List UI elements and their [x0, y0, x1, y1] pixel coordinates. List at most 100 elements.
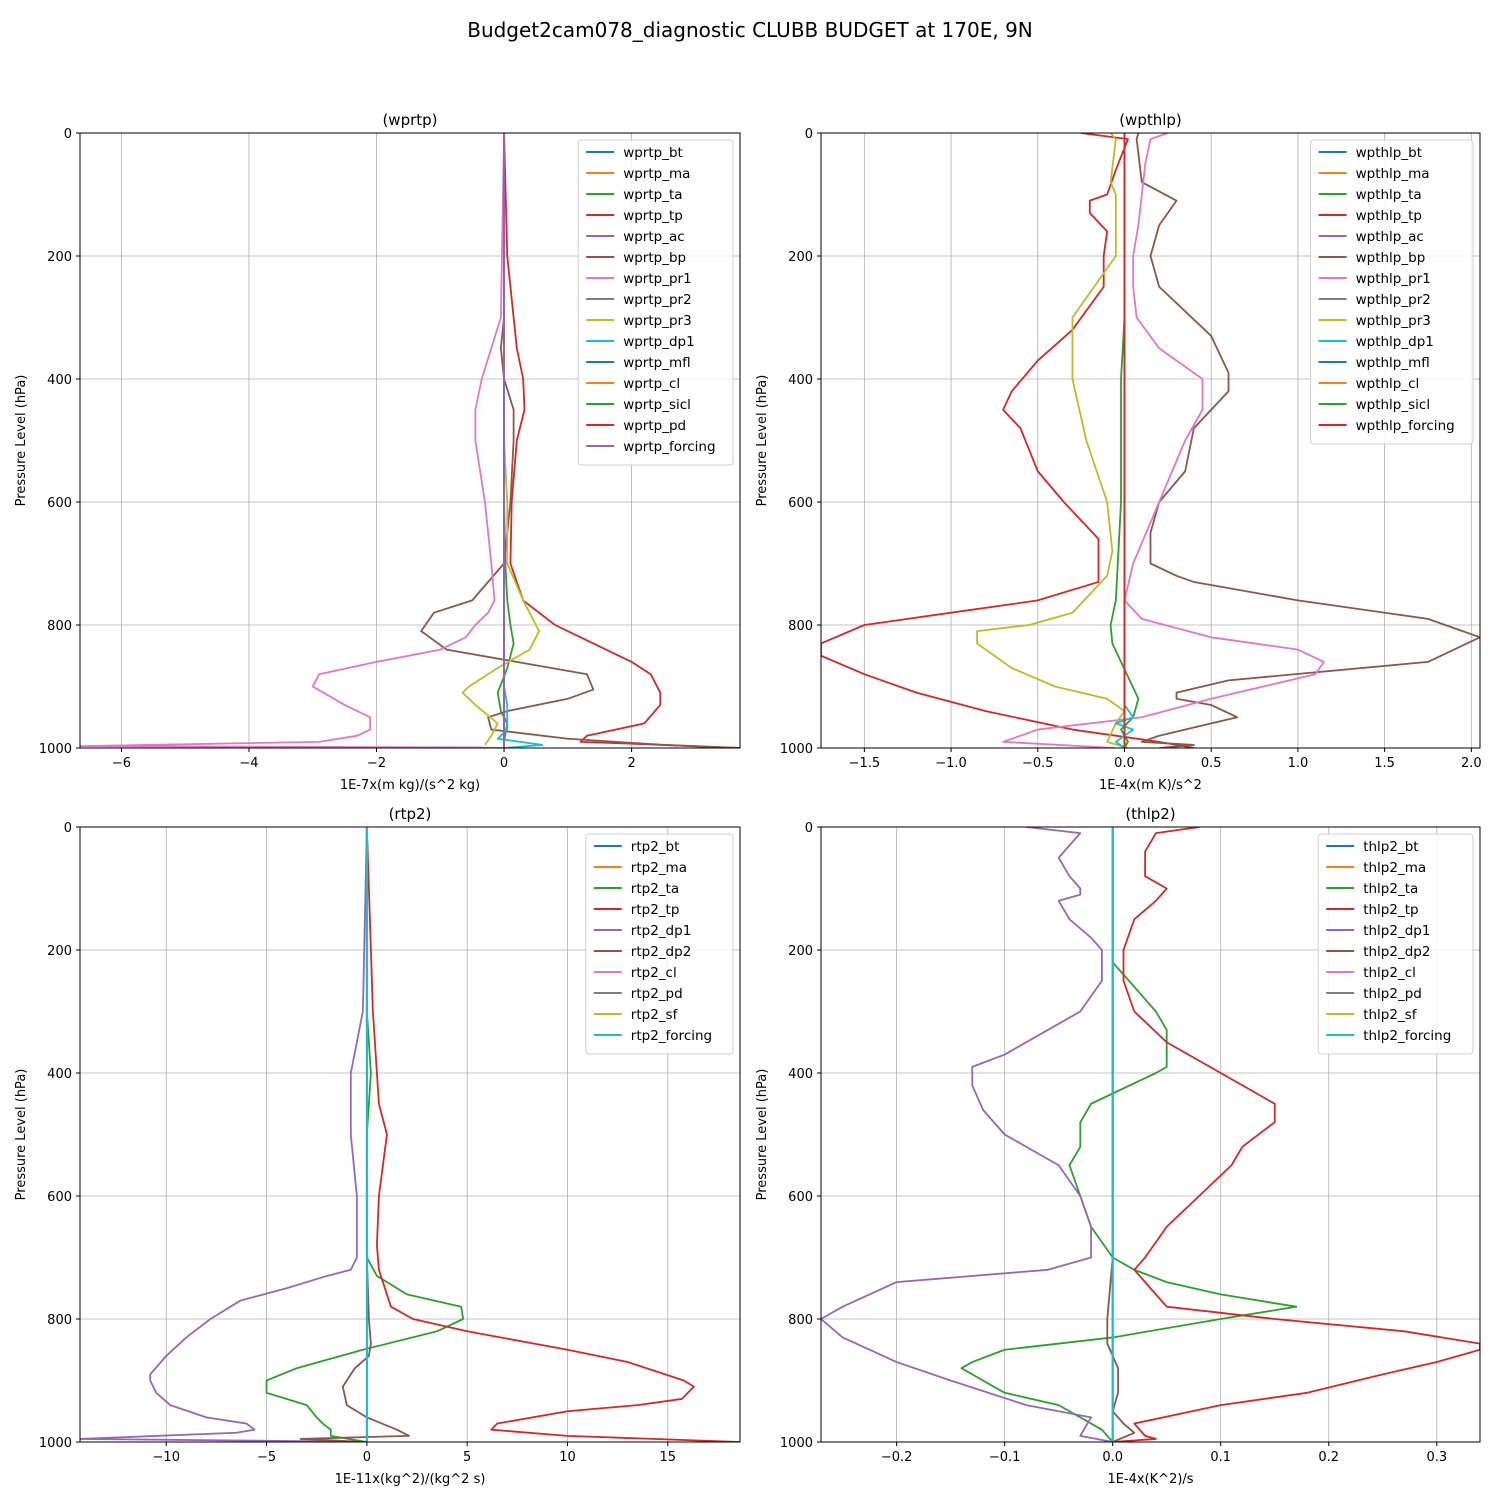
x-tick-label: −0.1 — [989, 1450, 1021, 1465]
x-tick-label: 5 — [463, 1450, 471, 1465]
plot-frame — [79, 132, 741, 749]
x-tick-label: 15 — [660, 1450, 677, 1465]
chart-title: (rtp2) — [389, 805, 432, 823]
legend-label: rtp2_ta — [631, 881, 679, 897]
x-tick-label: −1.5 — [849, 756, 881, 771]
legend-label: wprtp_sicl — [623, 397, 691, 413]
legend-label: wprtp_ma — [623, 166, 690, 182]
legend-label: wpthlp_cl — [1356, 376, 1420, 392]
legend-label: rtp2_dp2 — [631, 944, 691, 960]
y-tick-label: 0 — [64, 821, 72, 836]
legend-label: thlp2_pd — [1363, 986, 1422, 1002]
series-line-rtp2_dp1 — [80, 827, 368, 1442]
x-axis-label: 1E-4x(m K)/s^2 — [1099, 778, 1202, 793]
legend-label: rtp2_ma — [631, 860, 687, 876]
series-line-wprtp_pr1 — [80, 133, 505, 748]
x-tick-label: −0.2 — [881, 1450, 913, 1465]
legend-label: rtp2_sf — [631, 1007, 679, 1023]
series-group — [821, 827, 1480, 1442]
y-tick-label: 0 — [805, 821, 813, 836]
chart-panel-2: −1.5 −1.0 −0.5 0.0 0.5 1.0 1.5 2.0 0 200 400 600 800… — [755, 111, 1482, 793]
series-line-thlp2_dp1 — [821, 827, 1113, 1442]
series-line-wpthlp_ta — [1109, 133, 1140, 748]
y-tick-label: 800 — [47, 1313, 72, 1328]
series-line-thlp2_tp — [1112, 827, 1480, 1442]
y-axis-label: Pressure Level (hPa) — [755, 1069, 770, 1201]
legend-label: wprtp_pd — [623, 418, 686, 434]
legend-label: thlp2_cl — [1363, 965, 1416, 981]
legend-label: wpthlp_mfl — [1356, 355, 1430, 371]
y-tick-label: 200 — [788, 250, 813, 265]
y-tick-label: 600 — [47, 496, 72, 511]
legend: wpthlp_bt wpthlp_ma wpthlp_ta wpthlp_tpwpth… — [1310, 139, 1474, 445]
y-tick-label: 600 — [788, 1190, 813, 1205]
legend-label: wpthlp_ma — [1356, 166, 1430, 182]
legend-label: thlp2_bt — [1363, 839, 1418, 855]
x-axis-label: 1E-7x(m kg)/(s^2 kg) — [340, 778, 480, 793]
x-axis-label: 1E-11x(kg^2)/(kg^2 s) — [335, 1472, 486, 1487]
legend-label: wprtp_dp1 — [623, 334, 695, 350]
legend-label: rtp2_dp1 — [631, 923, 691, 939]
legend-label: thlp2_sf — [1363, 1007, 1418, 1023]
series-line-rtp2_dp2 — [299, 827, 410, 1442]
legend-label: wpthlp_ta — [1356, 187, 1422, 203]
legend-box — [1317, 833, 1474, 1055]
chart-panel-3: −10 −5 0 5 10 15 0 200 400 600 800 1000 (rtp2) 1E-11x… — [14, 805, 741, 1487]
series-line-wpthlp_tp — [821, 133, 1195, 748]
series-group — [821, 133, 1480, 748]
legend-label: wpthlp_tp — [1356, 208, 1422, 224]
x-tick-label: −5 — [257, 1450, 276, 1465]
legend-label: wprtp_mfl — [623, 355, 690, 371]
legend-label: wprtp_ta — [623, 187, 682, 203]
legend-label: wprtp_pr2 — [623, 292, 691, 308]
legend-label: wpthlp_pr2 — [1356, 292, 1431, 308]
legend-label: wprtp_pr3 — [623, 313, 691, 329]
x-tick-label: 0.1 — [1210, 1450, 1231, 1465]
legend: thlp2_bt thlp2_ma thlp2_ta thlp2_tp thlp2_dp… — [1317, 833, 1474, 1055]
y-tick-label: 800 — [788, 619, 813, 634]
x-tick-label: 0.0 — [1102, 1450, 1123, 1465]
y-tick-label: 200 — [47, 944, 72, 959]
legend-box — [577, 139, 734, 466]
legend-label: wpthlp_pr1 — [1356, 271, 1431, 287]
y-axis-label: Pressure Level (hPa) — [14, 1069, 29, 1201]
x-tick-label: −6 — [112, 756, 131, 771]
legend-label: wpthlp_pr3 — [1356, 313, 1431, 329]
series-line-rtp2_tp — [365, 827, 740, 1442]
y-tick-label: 0 — [64, 127, 72, 142]
x-tick-label: −1.0 — [935, 756, 967, 771]
legend-label: rtp2_pd — [631, 986, 683, 1002]
y-tick-label: 400 — [788, 373, 813, 388]
chart-title: (wpthlp) — [1119, 111, 1182, 129]
series-line-thlp2_dp2 — [1106, 827, 1136, 1442]
legend-label: rtp2_tp — [631, 902, 680, 918]
x-tick-label: 0 — [363, 1450, 371, 1465]
legend-label: thlp2_ta — [1363, 881, 1418, 897]
legend-label: thlp2_forcing — [1363, 1028, 1451, 1044]
y-tick-label: 1000 — [780, 742, 813, 757]
y-tick-label: 1000 — [39, 1436, 72, 1451]
legend-label: wpthlp_bp — [1356, 250, 1426, 266]
legend-label: wprtp_cl — [623, 376, 680, 392]
plot-frame — [820, 826, 1481, 1443]
x-tick-label: 1.5 — [1374, 756, 1395, 771]
y-tick-label: 600 — [788, 496, 813, 511]
legend-label: wprtp_bt — [623, 145, 683, 161]
legend-label: rtp2_bt — [631, 839, 680, 855]
legend-label: wprtp_tp — [623, 208, 683, 224]
y-axis-label: Pressure Level (hPa) — [14, 375, 29, 507]
chart-title: (wprtp) — [382, 111, 437, 129]
y-tick-label: 200 — [47, 250, 72, 265]
legend-label: thlp2_tp — [1363, 902, 1418, 918]
chart-panel-1: −6 −4 −2 0 2 0 200 400 600 800 1000 (wprtp) 1E-7x(m … — [14, 111, 741, 793]
legend: wprtp_bt wprtp_ma wprtp_ta wprtp_tp wprtp_ac… — [577, 139, 734, 466]
legend-label: wpthlp_bt — [1356, 145, 1422, 161]
legend-label: wprtp_forcing — [623, 439, 715, 455]
legend-label: rtp2_forcing — [631, 1028, 712, 1044]
chart-title: (thlp2) — [1125, 805, 1175, 823]
legend-label: wprtp_ac — [623, 229, 684, 245]
y-tick-label: 800 — [47, 619, 72, 634]
legend-label: wprtp_bp — [623, 250, 686, 266]
